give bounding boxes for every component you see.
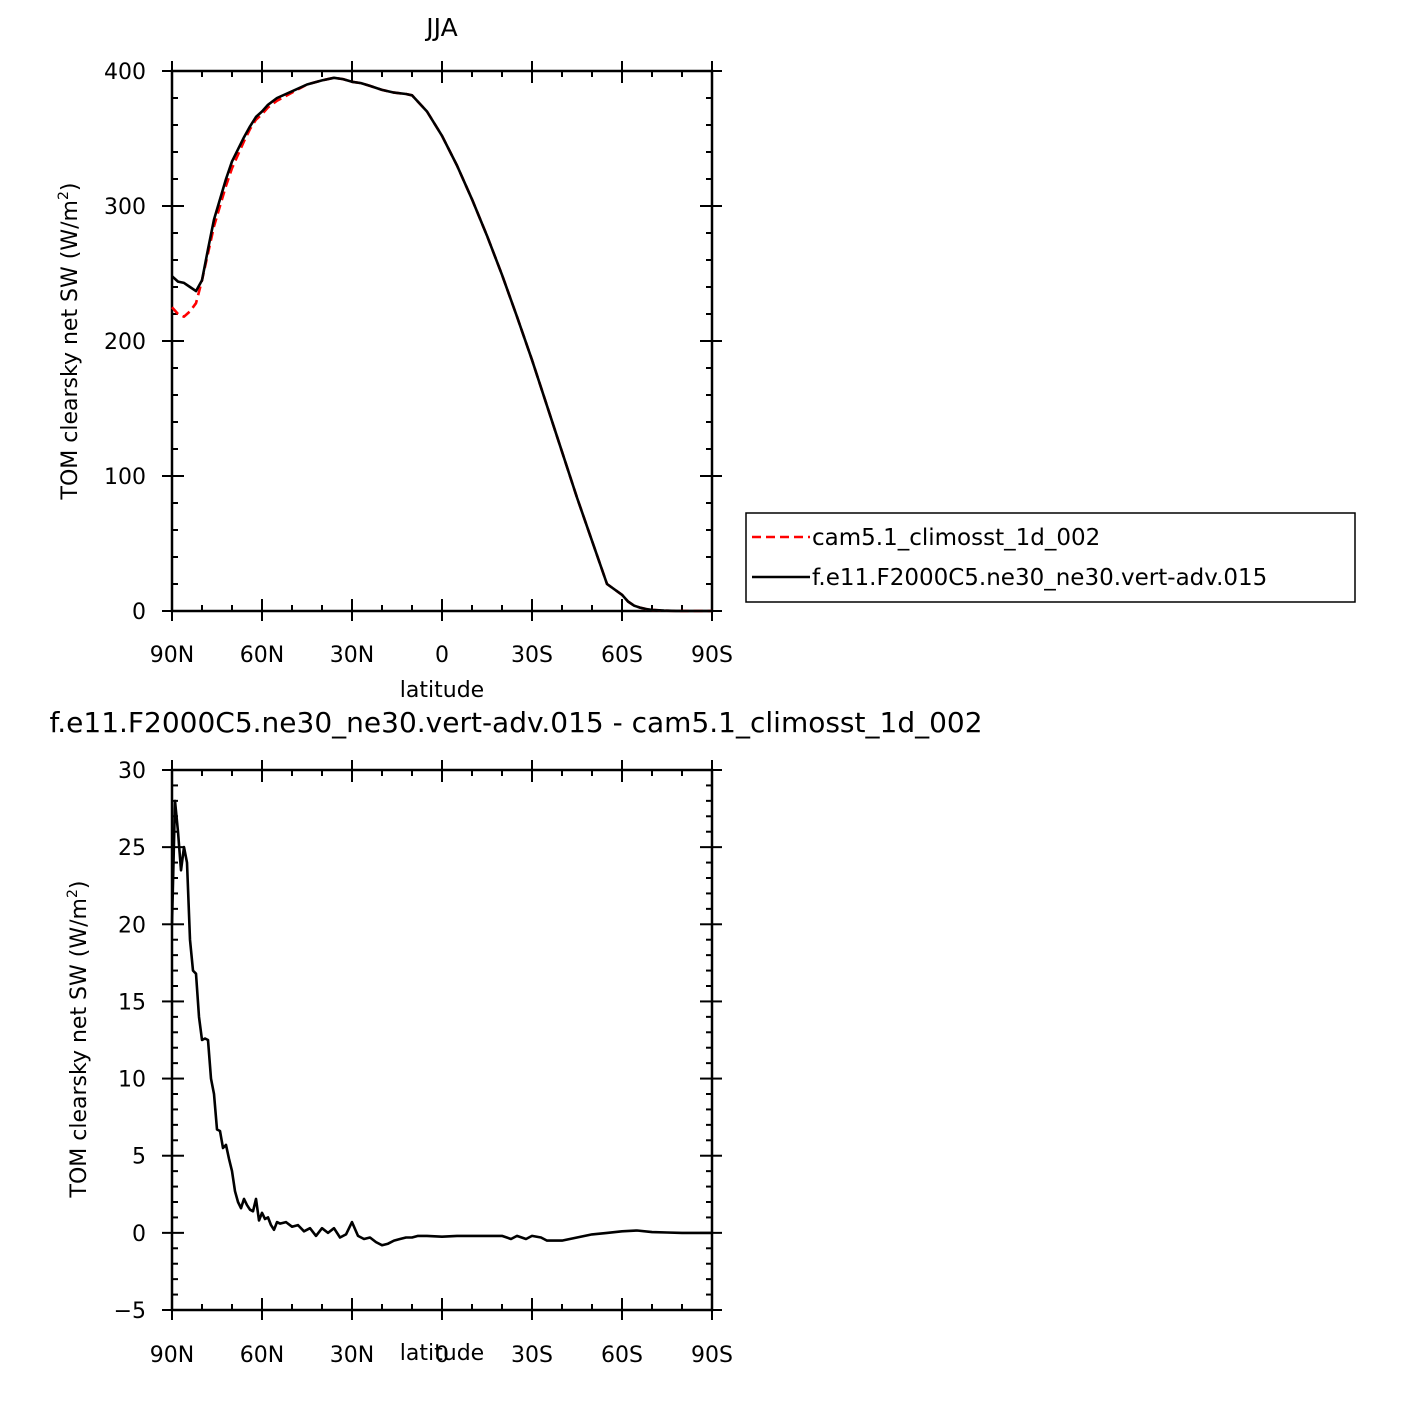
- y-tick-label: 15: [118, 990, 146, 1015]
- y-tick-label: 0: [132, 1222, 146, 1247]
- series-line-cam5: [171, 76, 712, 613]
- plot-frame: [170, 768, 714, 1312]
- y-tick-label: 5: [132, 1145, 146, 1170]
- x-tick-label: 90S: [691, 1343, 733, 1368]
- x-axis-label: latitude: [400, 1341, 484, 1366]
- y-tick-label: 0: [132, 600, 146, 625]
- chart-title: f.e11.F2000C5.ne30_ne30.vert-adv.015 - c…: [49, 706, 982, 739]
- x-tick-label: 0: [435, 1343, 449, 1368]
- x-tick-label: 60S: [601, 643, 643, 668]
- x-tick-label: 90S: [691, 643, 733, 668]
- y-tick-label: 10: [118, 1068, 146, 1093]
- x-tick-label: 30S: [511, 1343, 553, 1368]
- x-tick-label: 30N: [330, 1343, 374, 1368]
- legend: cam5.1_climosst_1d_002 f.e11.F2000C5.ne3…: [745, 512, 1356, 603]
- y-axis-label: TOM clearsky net SW (W/m2): [56, 183, 83, 501]
- y-tick-label: 30: [118, 759, 146, 784]
- x-tick-label: 60N: [240, 1343, 284, 1368]
- y-tick-label: −5: [114, 1299, 146, 1324]
- x-tick-label: 90N: [150, 643, 194, 668]
- series-line-f-e11: [171, 76, 712, 613]
- legend-entry-f-e11: f.e11.F2000C5.ne30_ne30.vert-adv.015: [812, 565, 1267, 591]
- x-axis-label: latitude: [400, 678, 484, 703]
- series-line-difference: [170, 799, 712, 1247]
- y-tick-label: 200: [104, 330, 146, 355]
- plot-area: 90N 60N 30N 0 30S 60S 90S −5 0 5 10 15 20 25 30: [114, 759, 733, 1368]
- y-tick-label: 400: [104, 60, 146, 85]
- y-axis-label: TOM clearsky net SW (W/m2): [65, 881, 92, 1199]
- x-tick-label: 30N: [330, 643, 374, 668]
- plot-area: 90N 60N 30N 0 30S 60S 90S 0 100 200 300 400: [104, 60, 733, 668]
- chart-title: JJA: [424, 13, 457, 42]
- y-tick-label: 25: [118, 836, 146, 861]
- legend-entry-cam5: cam5.1_climosst_1d_002: [812, 525, 1100, 551]
- y-tick-label: 300: [104, 195, 146, 220]
- y-tick-label: 100: [104, 465, 146, 490]
- plot-frame: [170, 69, 714, 613]
- x-tick-label: 0: [435, 643, 449, 668]
- chart-panel-top: JJA 90N 60N 30N 0 30S 60S 90S 0 100 200 300 400 lat…: [56, 13, 733, 703]
- y-tick-label: 20: [118, 913, 146, 938]
- x-tick-label: 60N: [240, 643, 284, 668]
- x-tick-label: 60S: [601, 1343, 643, 1368]
- x-tick-label: 90N: [150, 1343, 194, 1368]
- x-tick-label: 30S: [511, 643, 553, 668]
- chart-panel-bottom: f.e11.F2000C5.ne30_ne30.vert-adv.015 - c…: [49, 706, 982, 1368]
- legend-box: [745, 512, 1356, 603]
